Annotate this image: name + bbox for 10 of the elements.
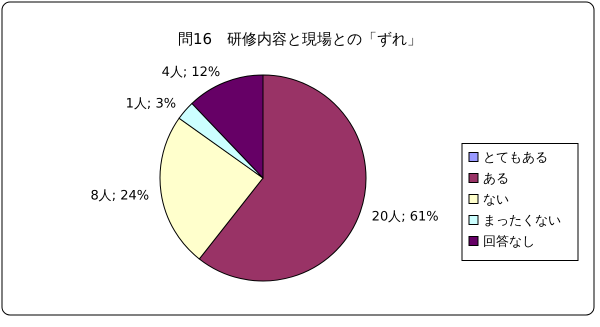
chart-title: 問16 研修内容と現場との「ずれ」 [178, 30, 422, 48]
data-label: 4人; 12% [162, 65, 220, 80]
legend-label: まったくない [483, 214, 561, 228]
data-label: 20人; 61% [372, 210, 439, 225]
legend-label: とてもある [483, 150, 548, 166]
legend-label: ある [483, 172, 509, 186]
data-label: 1人; 3% [126, 96, 176, 112]
legend-label: ない [483, 192, 509, 208]
legend-label: 回答なし [483, 234, 535, 250]
data-label: 8人; 24% [90, 188, 150, 204]
